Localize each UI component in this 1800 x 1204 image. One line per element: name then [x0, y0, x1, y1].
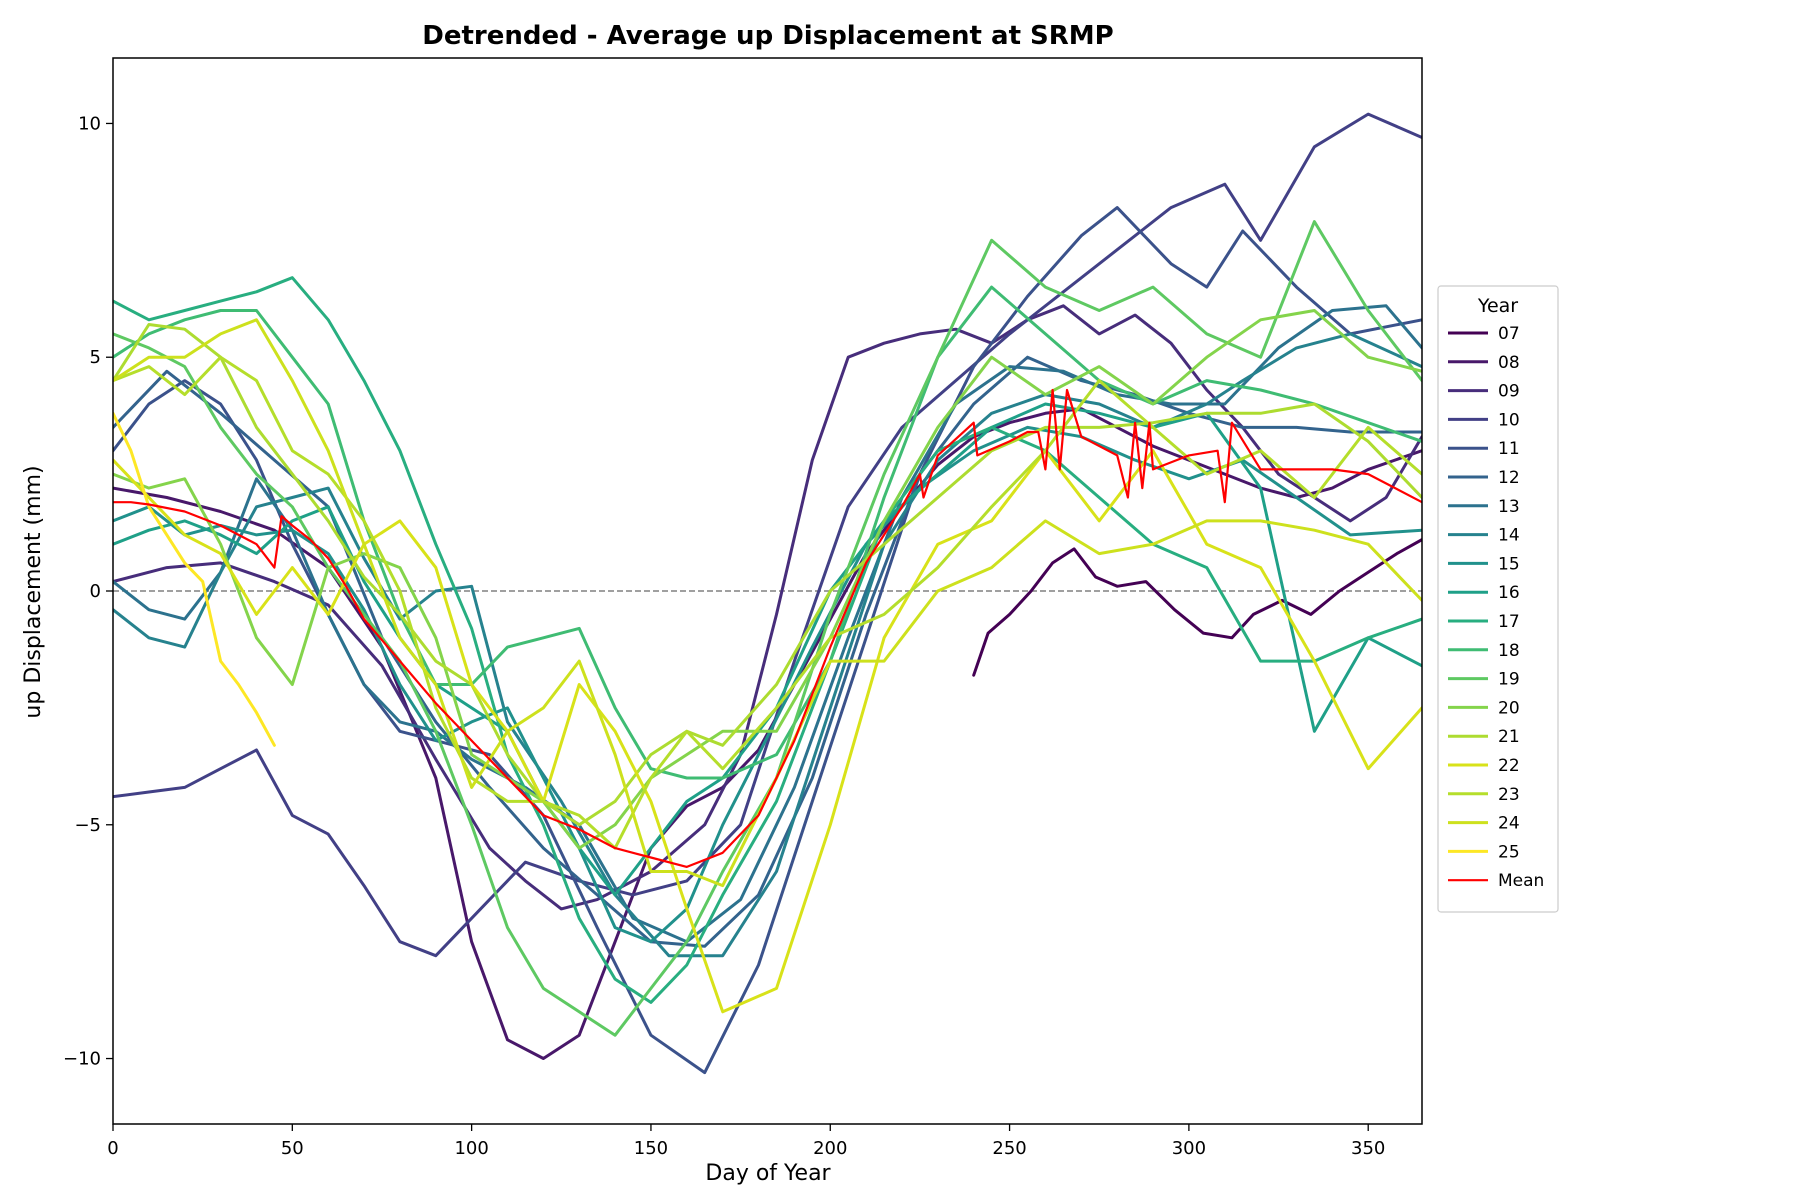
series-line-22	[113, 449, 1422, 1014]
x-axis: 0 50 100 150 200 250 300 350	[107, 1124, 1385, 1159]
legend-label: 21	[1498, 727, 1520, 747]
series-line-25	[113, 411, 276, 747]
legend-label: 15	[1498, 554, 1520, 574]
legend-label: 10	[1498, 410, 1520, 430]
legend-label: 24	[1498, 814, 1520, 834]
legend-box	[1437, 285, 1559, 913]
series-line-07	[972, 538, 1422, 677]
series-line-09	[113, 304, 1422, 911]
legend-label: Mean	[1498, 871, 1544, 891]
legend-title: Year	[1477, 295, 1518, 317]
legend-label: 16	[1498, 583, 1520, 603]
y-axis-label: up Displacement (mm)	[21, 465, 46, 718]
legend-label: 12	[1498, 468, 1520, 488]
legend-label: 19	[1498, 670, 1520, 690]
x-tick-label: 200	[813, 1138, 847, 1159]
legend-label: 25	[1498, 842, 1520, 862]
series-line-15	[113, 425, 1422, 944]
x-tick-label: 100	[454, 1138, 488, 1159]
series-line-23	[113, 355, 1422, 850]
legend-label: 11	[1498, 439, 1520, 459]
x-tick-label: 0	[107, 1138, 118, 1159]
x-tick-label: 300	[1172, 1138, 1206, 1159]
series-line-17	[113, 276, 1422, 1004]
y-tick-label: −5	[74, 815, 101, 836]
legend-label: 23	[1498, 785, 1520, 805]
plot-area	[112, 57, 1423, 1125]
series-line-mean	[113, 388, 1422, 869]
legend-label: 07	[1498, 324, 1520, 344]
y-tick-label: 5	[90, 347, 101, 368]
legend: Year 07 08 09 10 11 12 13 14 15 16 17 18 19 20 21 22 23 24…	[1437, 285, 1559, 913]
legend-label: 14	[1498, 526, 1520, 546]
series-line-19	[113, 220, 1422, 1037]
chart-title: Detrended - Average up Displacement at S…	[422, 21, 1113, 51]
x-axis-label: Day of Year	[705, 1161, 831, 1186]
x-tick-label: 350	[1351, 1138, 1385, 1159]
series-line-11	[113, 206, 1422, 1075]
series-line-10	[113, 112, 1422, 958]
legend-label: 22	[1498, 756, 1520, 776]
legend-label: 09	[1498, 382, 1520, 402]
x-tick-label: 250	[992, 1138, 1026, 1159]
legend-label: 20	[1498, 698, 1520, 718]
x-tick-label: 150	[634, 1138, 668, 1159]
legend-label: 08	[1498, 353, 1520, 373]
series-line-24	[113, 318, 1422, 888]
y-tick-label: −10	[63, 1049, 101, 1070]
legend-label: 18	[1498, 641, 1520, 661]
series-line-21	[113, 323, 1422, 827]
legend-label: 17	[1498, 612, 1520, 632]
legend-label: 13	[1498, 497, 1520, 517]
series-line-13	[113, 304, 1422, 944]
y-axis: −10 −5 0 5 10	[63, 113, 113, 1070]
series-group	[113, 112, 1422, 1075]
y-tick-label: 10	[78, 113, 101, 134]
series-line-18	[113, 285, 1422, 780]
y-tick-label: 0	[90, 581, 101, 602]
x-tick-label: 50	[281, 1138, 304, 1159]
